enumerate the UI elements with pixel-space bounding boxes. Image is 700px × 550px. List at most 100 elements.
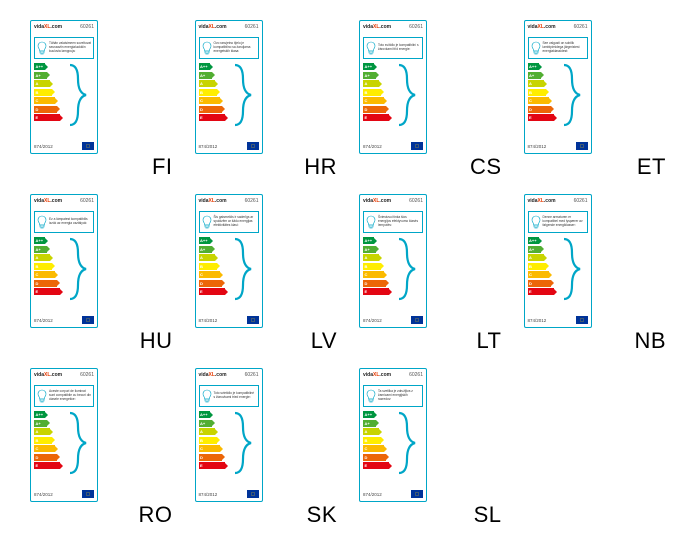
- rating-arrow: B: [34, 89, 64, 96]
- rating-grade: A++: [200, 238, 208, 243]
- rating-grade: A: [200, 81, 203, 86]
- info-text: Aceste corpuri de iluminat sunt compatib…: [49, 390, 91, 402]
- rating-arrow: A+: [363, 246, 393, 253]
- label-header: vidaXL.com 60261: [363, 24, 423, 34]
- rating-arrow: D: [528, 280, 558, 287]
- brand-logo: vidaXL.com: [363, 198, 391, 204]
- rating-grade: C: [365, 446, 368, 451]
- rating-arrow: A++: [199, 411, 229, 418]
- rating-grade: C: [200, 98, 203, 103]
- brand-logo: vidaXL.com: [363, 24, 391, 30]
- rating-arrow: A+: [199, 246, 229, 253]
- rating-grade: B: [200, 438, 203, 443]
- rating-grade: A+: [200, 73, 205, 78]
- rating-grade: C: [36, 98, 39, 103]
- label-footer: 874/2012: [528, 316, 588, 324]
- rating-grade: A++: [36, 238, 44, 243]
- rating-grade: D: [365, 455, 368, 460]
- rating-arrow: B: [199, 263, 229, 270]
- rating-arrow: D: [34, 106, 64, 113]
- product-code: 60261: [245, 372, 259, 378]
- regulation-text: 874/2012: [199, 318, 218, 323]
- energy-label-card: vidaXL.com 60261 Toto svietidlo je kompa…: [195, 368, 263, 502]
- rating-arrows: A++ A+ A B C: [34, 63, 64, 127]
- product-code: 60261: [80, 372, 94, 378]
- product-code: 60261: [245, 198, 259, 204]
- rating-arrows: A++ A+ A B C: [199, 63, 229, 127]
- rating-grade: A: [200, 429, 203, 434]
- rating-grade: B: [200, 90, 203, 95]
- brand-logo: vidaXL.com: [34, 198, 62, 204]
- rating-arrows: A++ A+ A B C: [34, 237, 64, 301]
- rating-arrow: A: [363, 80, 393, 87]
- label-footer: 874/2012: [199, 142, 259, 150]
- rating-grade: E: [529, 115, 532, 120]
- rating-arrow: B: [34, 263, 64, 270]
- country-code: SK: [307, 502, 337, 528]
- rating-arrow: A++: [34, 237, 64, 244]
- bracket-icon: [233, 63, 255, 127]
- label-cell: vidaXL.com 60261 See valgusti on sobilik…: [524, 20, 671, 182]
- info-box: Ta svetilka je združljiva z žarnicami en…: [363, 385, 423, 407]
- rating-arrow: C: [363, 445, 393, 452]
- eu-flag-icon: [411, 490, 423, 498]
- rating-area: A++ A+ A B C: [199, 237, 259, 301]
- rating-arrow: A: [528, 254, 558, 261]
- rating-area: A++ A+ A B C: [34, 237, 94, 301]
- rating-arrow: A+: [199, 420, 229, 427]
- rating-arrow: B: [528, 89, 558, 96]
- eu-flag-icon: [576, 316, 588, 324]
- rating-grade: A++: [365, 412, 373, 417]
- rating-arrows: A++ A+ A B C: [363, 237, 393, 301]
- bulb-icon: [37, 41, 47, 55]
- bulb-icon: [366, 389, 376, 403]
- rating-grade: C: [200, 272, 203, 277]
- rating-grade: A+: [36, 73, 41, 78]
- rating-grade: E: [365, 115, 368, 120]
- bulb-icon: [202, 41, 212, 55]
- rating-arrow: A: [363, 428, 393, 435]
- info-box: Šviestuvui tinka šios energijos efektyvu…: [363, 211, 423, 233]
- rating-grade: E: [200, 463, 203, 468]
- rating-arrow: A++: [363, 411, 393, 418]
- rating-area: A++ A+ A B C: [363, 63, 423, 127]
- info-text: Toto svítidlo je kompatibilní s žárovkam…: [378, 44, 420, 52]
- rating-arrows: A++ A+ A B C: [528, 63, 558, 127]
- rating-grade: A+: [529, 247, 534, 252]
- bulb-icon: [37, 215, 47, 229]
- rating-grade: A+: [200, 247, 205, 252]
- label-cell: vidaXL.com 60261 Ta svetilka je združlji…: [359, 368, 506, 530]
- rating-area: A++ A+ A B C: [363, 411, 423, 475]
- rating-arrow: D: [363, 106, 393, 113]
- rating-arrow: D: [199, 454, 229, 461]
- product-code: 60261: [409, 372, 423, 378]
- label-footer: 874/2012: [34, 316, 94, 324]
- label-footer: 874/2012: [363, 142, 423, 150]
- eu-flag-icon: [411, 142, 423, 150]
- rating-grade: E: [365, 463, 368, 468]
- rating-arrow: A: [199, 254, 229, 261]
- rating-grade: A: [36, 255, 39, 260]
- rating-grade: C: [36, 446, 39, 451]
- rating-arrow: C: [199, 97, 229, 104]
- bracket-icon: [68, 237, 90, 301]
- rating-grade: D: [365, 281, 368, 286]
- bracket: [232, 411, 256, 475]
- rating-arrow: C: [34, 271, 64, 278]
- rating-arrow: E: [363, 462, 393, 469]
- rating-grade: E: [529, 289, 532, 294]
- info-box: Aceste corpuri de iluminat sunt compatib…: [34, 385, 94, 407]
- bracket-icon: [397, 63, 419, 127]
- brand-logo: vidaXL.com: [199, 24, 227, 30]
- brand-logo: vidaXL.com: [199, 372, 227, 378]
- rating-arrow: A++: [363, 237, 393, 244]
- rating-arrow: A++: [528, 237, 558, 244]
- rating-arrow: D: [34, 454, 64, 461]
- bulb-icon: [202, 389, 212, 403]
- regulation-text: 874/2012: [363, 318, 382, 323]
- rating-area: A++ A+ A B C: [199, 63, 259, 127]
- rating-arrow: E: [34, 288, 64, 295]
- label-cell: vidaXL.com 60261 Ez a lámpatest kompatib…: [30, 194, 177, 356]
- bracket: [232, 237, 256, 301]
- rating-grade: A+: [36, 421, 41, 426]
